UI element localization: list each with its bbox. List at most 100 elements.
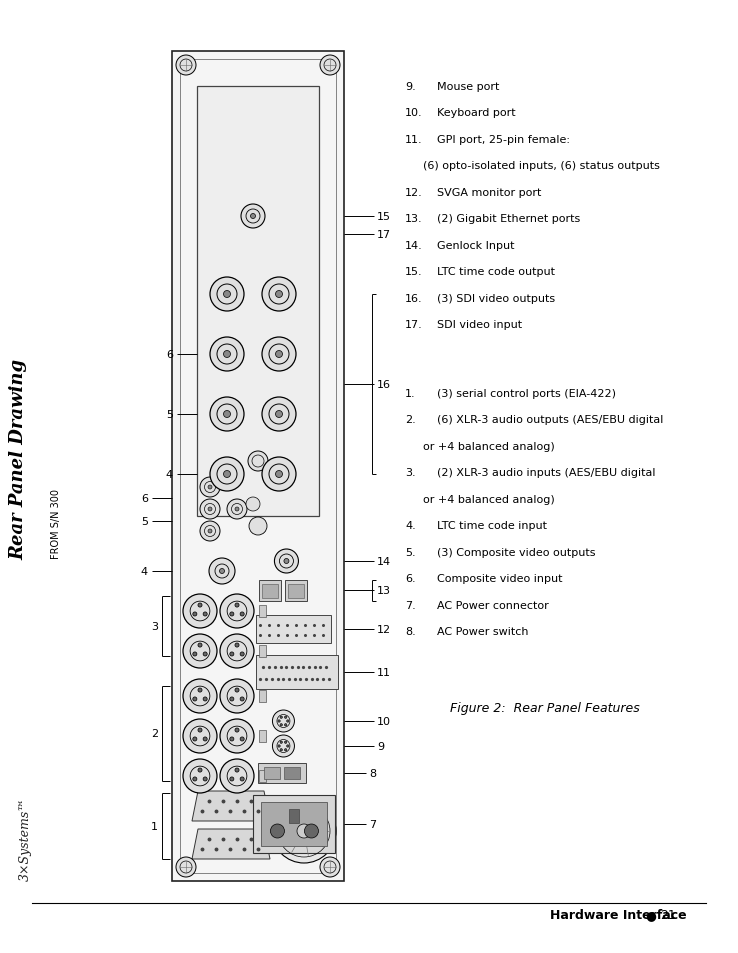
Circle shape [297, 824, 311, 838]
Circle shape [183, 679, 217, 713]
Bar [286, 580, 308, 601]
Circle shape [208, 530, 212, 534]
Bar [259, 645, 266, 658]
Polygon shape [192, 829, 270, 859]
Text: 1: 1 [151, 821, 158, 831]
Text: 6.: 6. [405, 574, 415, 584]
Bar [289, 809, 300, 823]
Circle shape [235, 688, 239, 693]
Circle shape [230, 652, 234, 657]
Circle shape [220, 760, 254, 793]
Text: 15.: 15. [405, 267, 423, 277]
Circle shape [272, 735, 294, 758]
Circle shape [198, 728, 202, 732]
Text: ●: ● [645, 908, 656, 921]
Text: 15: 15 [377, 212, 391, 222]
Circle shape [275, 292, 283, 298]
Text: 5.: 5. [405, 547, 415, 558]
Text: 7.: 7. [405, 600, 415, 610]
Bar [256, 616, 331, 643]
Circle shape [262, 337, 296, 372]
Bar [260, 580, 281, 601]
Bar [263, 584, 278, 598]
Text: (6) XLR-3 audio outputs (AES/EBU digital: (6) XLR-3 audio outputs (AES/EBU digital [437, 416, 663, 425]
Bar [289, 584, 305, 598]
Circle shape [320, 857, 340, 877]
Text: 21: 21 [660, 908, 676, 921]
Circle shape [220, 679, 254, 713]
Circle shape [183, 635, 217, 668]
Circle shape [183, 595, 217, 628]
Circle shape [219, 569, 224, 574]
Circle shape [280, 741, 283, 743]
Circle shape [220, 595, 254, 628]
Circle shape [235, 643, 239, 647]
Text: 5: 5 [141, 517, 148, 526]
Circle shape [280, 749, 283, 751]
Bar [180, 60, 336, 873]
Text: 2.: 2. [405, 416, 415, 425]
Circle shape [230, 698, 234, 701]
Circle shape [176, 56, 196, 76]
Text: 13: 13 [377, 585, 391, 596]
Text: 1.: 1. [405, 389, 415, 398]
Circle shape [220, 720, 254, 753]
Text: 9.: 9. [405, 82, 415, 91]
Circle shape [203, 652, 207, 657]
Circle shape [224, 351, 230, 358]
Text: Composite video input: Composite video input [437, 574, 562, 584]
Text: 6: 6 [141, 494, 148, 503]
Text: Rear Panel Drawing: Rear Panel Drawing [9, 358, 27, 559]
Text: 4.: 4. [405, 521, 415, 531]
Circle shape [277, 720, 280, 722]
Circle shape [203, 777, 207, 781]
Text: 17: 17 [377, 230, 391, 240]
Text: 4: 4 [141, 566, 148, 577]
Circle shape [203, 738, 207, 741]
Text: LTC time code output: LTC time code output [437, 267, 555, 277]
Circle shape [200, 521, 220, 541]
Bar [253, 795, 336, 853]
Circle shape [286, 745, 289, 747]
Circle shape [208, 507, 212, 512]
Text: Keyboard port: Keyboard port [437, 109, 516, 118]
Text: 14.: 14. [405, 241, 423, 251]
Text: 13.: 13. [405, 214, 423, 224]
Text: LTC time code input: LTC time code input [437, 521, 547, 531]
Circle shape [235, 768, 239, 772]
Circle shape [284, 717, 287, 719]
Text: 11: 11 [377, 667, 391, 678]
Bar [258, 763, 306, 783]
Circle shape [320, 56, 340, 76]
Circle shape [284, 724, 287, 726]
Circle shape [193, 612, 197, 617]
Text: 16: 16 [377, 379, 391, 390]
Text: SDI video input: SDI video input [437, 320, 522, 330]
Text: Mouse port: Mouse port [437, 82, 500, 91]
Text: 16.: 16. [405, 294, 423, 304]
Circle shape [230, 777, 234, 781]
Circle shape [240, 612, 244, 617]
Circle shape [280, 717, 283, 719]
Bar [259, 730, 266, 742]
Circle shape [193, 698, 197, 701]
Text: 12: 12 [377, 624, 391, 635]
Circle shape [262, 277, 296, 312]
Circle shape [272, 710, 294, 732]
Circle shape [203, 698, 207, 701]
Circle shape [200, 477, 220, 497]
Text: (3) Composite video outputs: (3) Composite video outputs [437, 547, 596, 558]
Text: (2) XLR-3 audio inputs (AES/EBU digital: (2) XLR-3 audio inputs (AES/EBU digital [437, 468, 655, 478]
Circle shape [193, 652, 197, 657]
Text: 3×Systems™: 3×Systems™ [18, 797, 32, 880]
Circle shape [241, 205, 265, 229]
Text: 2: 2 [151, 729, 158, 739]
Text: 10: 10 [377, 717, 391, 726]
Circle shape [248, 452, 268, 472]
Circle shape [224, 411, 230, 418]
Bar [259, 770, 266, 782]
Circle shape [235, 507, 239, 512]
Bar [259, 690, 266, 702]
Bar [284, 767, 300, 780]
Text: AC Power connector: AC Power connector [437, 600, 549, 610]
